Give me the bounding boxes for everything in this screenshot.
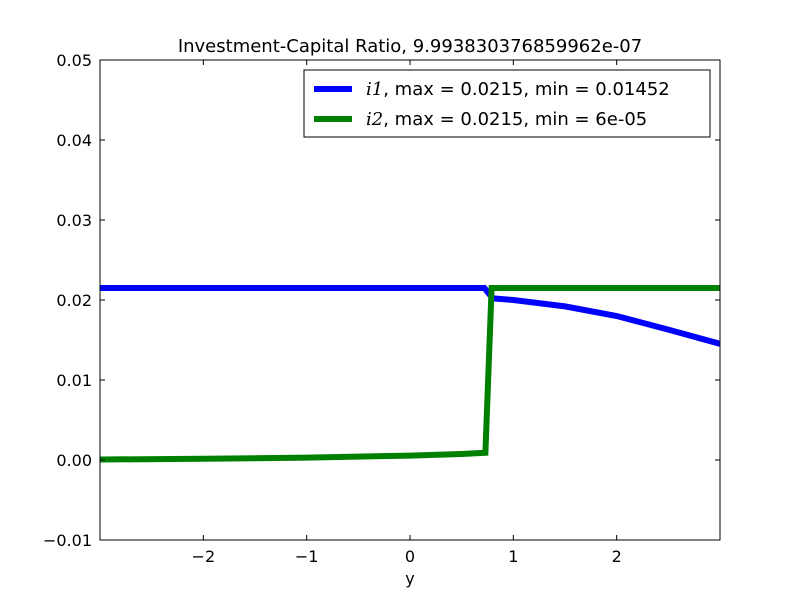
x-tick-label: 1 <box>508 547 518 566</box>
legend-series-name-i2: i2 <box>366 109 383 130</box>
y-tick-label: 0.02 <box>56 291 92 310</box>
series-line-i2 <box>99 285 720 463</box>
x-axis-label: y <box>405 569 414 588</box>
legend-series-name-i1: i1 <box>366 79 383 100</box>
y-tick-label: −0.01 <box>43 531 92 550</box>
series-layer <box>99 285 721 463</box>
legend-series-stats-i2: , max = 0.0215, min = 6e-05 <box>383 109 647 130</box>
legend-entry-i1: i1, max = 0.0215, min = 0.01452 <box>366 79 670 100</box>
y-tick-label: 0.04 <box>56 131 92 150</box>
x-ticks: −2 −1 0 1 2 <box>192 60 622 566</box>
x-tick-label: 2 <box>612 547 622 566</box>
x-tick-label: −2 <box>192 547 216 566</box>
legend: i1, max = 0.0215, min = 0.01452 i2, max … <box>303 69 711 138</box>
y-ticks: −0.01 0.00 0.01 0.02 0.03 0.04 0.05 <box>43 51 720 550</box>
x-tick-label: −1 <box>295 547 319 566</box>
y-tick-label: 0.01 <box>56 371 92 390</box>
legend-series-stats-i1: , max = 0.0215, min = 0.01452 <box>383 79 670 100</box>
y-tick-label: 0.00 <box>56 451 92 470</box>
y-tick-label: 0.05 <box>56 51 92 70</box>
chart-title: Investment-Capital Ratio, 9.993830376859… <box>178 36 642 57</box>
legend-frame <box>303 69 711 138</box>
legend-entry-i2: i2, max = 0.0215, min = 6e-05 <box>366 109 647 130</box>
y-tick-label: 0.03 <box>56 211 92 230</box>
x-tick-label: 0 <box>405 547 415 566</box>
